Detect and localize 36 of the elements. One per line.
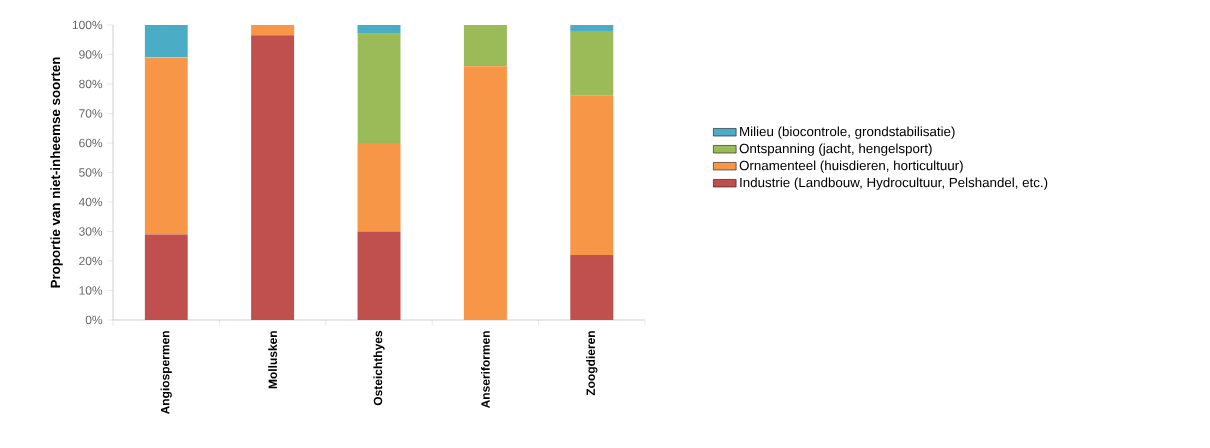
y-axis-title: Proportie van niet-inheemse soorten xyxy=(50,57,63,288)
bar xyxy=(570,30,614,96)
y-tick-label: 70% xyxy=(79,109,103,118)
x-tick-label: Zoogdieren xyxy=(586,331,598,396)
y-tick-label: 20% xyxy=(79,256,103,266)
legend-label: Ornamenteel (huisdieren, horticultuur) xyxy=(739,160,963,173)
y-tick-label: 10% xyxy=(79,286,103,295)
legend-label: Ontspanning (jacht, hengelsport) xyxy=(739,143,932,156)
bar xyxy=(570,255,614,320)
bar xyxy=(570,95,614,256)
bar xyxy=(144,234,188,320)
bar xyxy=(463,24,507,67)
y-tick-label: 60% xyxy=(79,138,103,148)
x-tick-label: Angiospermen xyxy=(160,331,172,415)
y-tick-label: 30% xyxy=(79,227,103,236)
x-tick-label: Osteichthyes xyxy=(373,330,385,406)
bar xyxy=(570,24,614,31)
x-tick-label: Mollusken xyxy=(268,331,278,389)
bar xyxy=(357,142,401,232)
bar xyxy=(144,57,188,235)
legend-label: Industrie (Landbouw, Hydrocultuur, Pelshandel, etc.) xyxy=(740,177,1048,190)
bar xyxy=(463,66,507,320)
y-tick-label: 100% xyxy=(72,20,103,30)
y-tick-label: 0% xyxy=(85,315,103,325)
y-tick-label: 90% xyxy=(79,50,103,59)
bar xyxy=(251,24,295,36)
bar xyxy=(357,231,401,320)
bar xyxy=(357,24,401,34)
legend-label: Milieu (biocontrole, grondstabilisatie) xyxy=(740,126,955,139)
y-tick-label: 50% xyxy=(79,168,103,177)
y-tick-label: 40% xyxy=(78,197,103,207)
x-tick-label: Anseriformen xyxy=(480,331,490,409)
bar xyxy=(357,33,401,143)
bar xyxy=(144,24,188,58)
y-tick-label: 80% xyxy=(79,79,103,89)
bar xyxy=(251,35,295,320)
